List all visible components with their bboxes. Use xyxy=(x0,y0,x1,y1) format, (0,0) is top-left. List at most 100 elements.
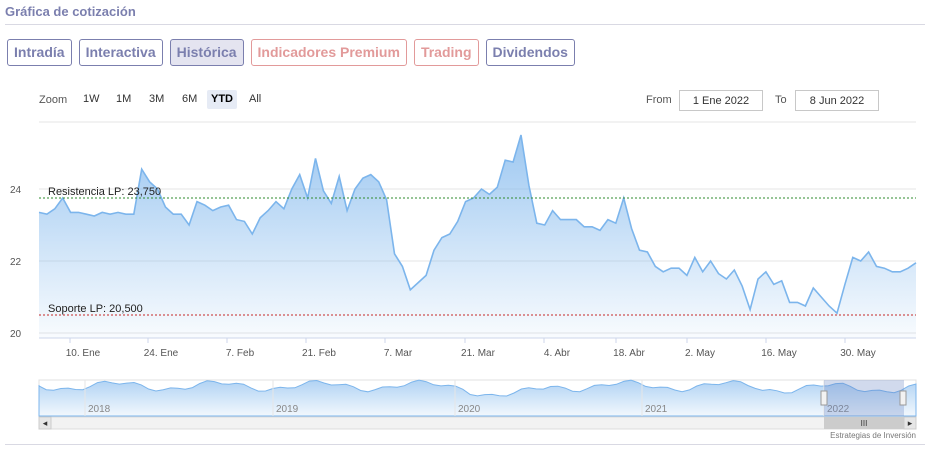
range-to-input[interactable] xyxy=(795,90,879,111)
tab-histórica[interactable]: Histórica xyxy=(169,39,244,66)
price-point[interactable] xyxy=(203,204,206,207)
price-point[interactable] xyxy=(662,270,665,273)
navigator-handle[interactable] xyxy=(899,390,907,406)
price-point[interactable] xyxy=(527,184,530,187)
price-point[interactable] xyxy=(188,224,191,227)
price-point[interactable] xyxy=(575,218,578,221)
zoom-1w-button[interactable]: 1W xyxy=(83,93,100,105)
price-point[interactable] xyxy=(172,213,175,216)
price-point[interactable] xyxy=(504,159,507,162)
price-point[interactable] xyxy=(836,312,839,315)
range-from-input[interactable] xyxy=(679,90,763,111)
price-point[interactable] xyxy=(354,188,357,191)
price-point[interactable] xyxy=(77,211,80,214)
price-point[interactable] xyxy=(38,211,41,214)
price-point[interactable] xyxy=(282,207,285,210)
price-point[interactable] xyxy=(883,267,886,270)
price-point[interactable] xyxy=(456,220,459,223)
price-point[interactable] xyxy=(796,301,799,304)
price-point[interactable] xyxy=(804,305,807,308)
price-point[interactable] xyxy=(749,308,752,311)
tab-intradía[interactable]: Intradía xyxy=(7,39,72,66)
price-point[interactable] xyxy=(243,220,246,223)
tab-dividendos[interactable]: Dividendos xyxy=(485,39,575,66)
zoom-1m-button[interactable]: 1M xyxy=(116,93,132,105)
price-point[interactable] xyxy=(670,267,673,270)
price-point[interactable] xyxy=(69,211,72,214)
price-point[interactable] xyxy=(875,265,878,268)
price-point[interactable] xyxy=(369,173,372,176)
price-point[interactable] xyxy=(725,278,728,281)
price-point[interactable] xyxy=(614,222,617,225)
tab-interactiva[interactable]: Interactiva xyxy=(78,39,163,66)
price-point[interactable] xyxy=(741,285,744,288)
price-point[interactable] xyxy=(440,236,443,239)
price-point[interactable] xyxy=(843,283,846,286)
price-point[interactable] xyxy=(915,261,918,264)
price-point[interactable] xyxy=(346,209,349,212)
price-point[interactable] xyxy=(512,161,515,164)
price-point[interactable] xyxy=(227,204,230,207)
price-point[interactable] xyxy=(591,225,594,228)
price-point[interactable] xyxy=(567,218,570,221)
chart-credit[interactable]: Estrategias de Inversión xyxy=(830,431,916,440)
navigator-handle[interactable] xyxy=(820,390,828,406)
price-point[interactable] xyxy=(448,233,451,236)
price-point[interactable] xyxy=(772,283,775,286)
zoom-all-button[interactable]: All xyxy=(249,93,262,105)
price-point[interactable] xyxy=(164,206,167,209)
price-point[interactable] xyxy=(140,168,143,171)
price-point[interactable] xyxy=(907,267,910,270)
price-point[interactable] xyxy=(764,270,767,273)
scroll-right-button[interactable] xyxy=(903,416,917,430)
price-point[interactable] xyxy=(338,175,341,178)
price-point[interactable] xyxy=(433,249,436,252)
price-point[interactable] xyxy=(678,267,681,270)
price-point[interactable] xyxy=(654,265,657,268)
tab-indicadores-premium[interactable]: Indicadores Premium xyxy=(250,39,407,66)
price-point[interactable] xyxy=(401,265,404,268)
price-point[interactable] xyxy=(330,202,333,205)
zoom-ytd-button[interactable]: YTD xyxy=(207,90,237,109)
zoom-6m-button[interactable]: 6M xyxy=(182,93,198,105)
price-point[interactable] xyxy=(219,206,222,209)
price-point[interactable] xyxy=(109,213,112,216)
price-point[interactable] xyxy=(828,305,831,308)
zoom-3m-button[interactable]: 3M xyxy=(149,93,165,105)
price-point[interactable] xyxy=(235,218,238,221)
price-point[interactable] xyxy=(53,207,56,210)
price-point[interactable] xyxy=(757,278,760,281)
price-point[interactable] xyxy=(180,213,183,216)
price-point[interactable] xyxy=(267,209,270,212)
price-point[interactable] xyxy=(820,296,823,299)
price-point[interactable] xyxy=(520,134,523,137)
price-point[interactable] xyxy=(361,177,364,180)
price-point[interactable] xyxy=(251,233,254,236)
price-point[interactable] xyxy=(899,270,902,273)
price-point[interactable] xyxy=(551,209,554,212)
price-point[interactable] xyxy=(196,200,199,203)
price-point[interactable] xyxy=(85,213,88,216)
price-point[interactable] xyxy=(606,218,609,221)
price-point[interactable] xyxy=(93,215,96,218)
price-point[interactable] xyxy=(638,249,641,252)
price-point[interactable] xyxy=(259,216,262,219)
price-point[interactable] xyxy=(859,260,862,263)
price-point[interactable] xyxy=(891,270,894,273)
price-point[interactable] xyxy=(543,224,546,227)
price-point[interactable] xyxy=(314,157,317,160)
price-point[interactable] xyxy=(480,188,483,191)
scrollbar-thumb[interactable] xyxy=(824,417,904,429)
price-point[interactable] xyxy=(377,180,380,183)
price-point[interactable] xyxy=(599,229,602,232)
scroll-left-button[interactable] xyxy=(38,416,52,430)
price-point[interactable] xyxy=(780,279,783,282)
price-point[interactable] xyxy=(559,218,562,221)
price-point[interactable] xyxy=(322,189,325,192)
price-point[interactable] xyxy=(496,186,499,189)
price-point[interactable] xyxy=(393,252,396,255)
price-point[interactable] xyxy=(733,269,736,272)
price-point[interactable] xyxy=(851,256,854,259)
price-point[interactable] xyxy=(788,301,791,304)
